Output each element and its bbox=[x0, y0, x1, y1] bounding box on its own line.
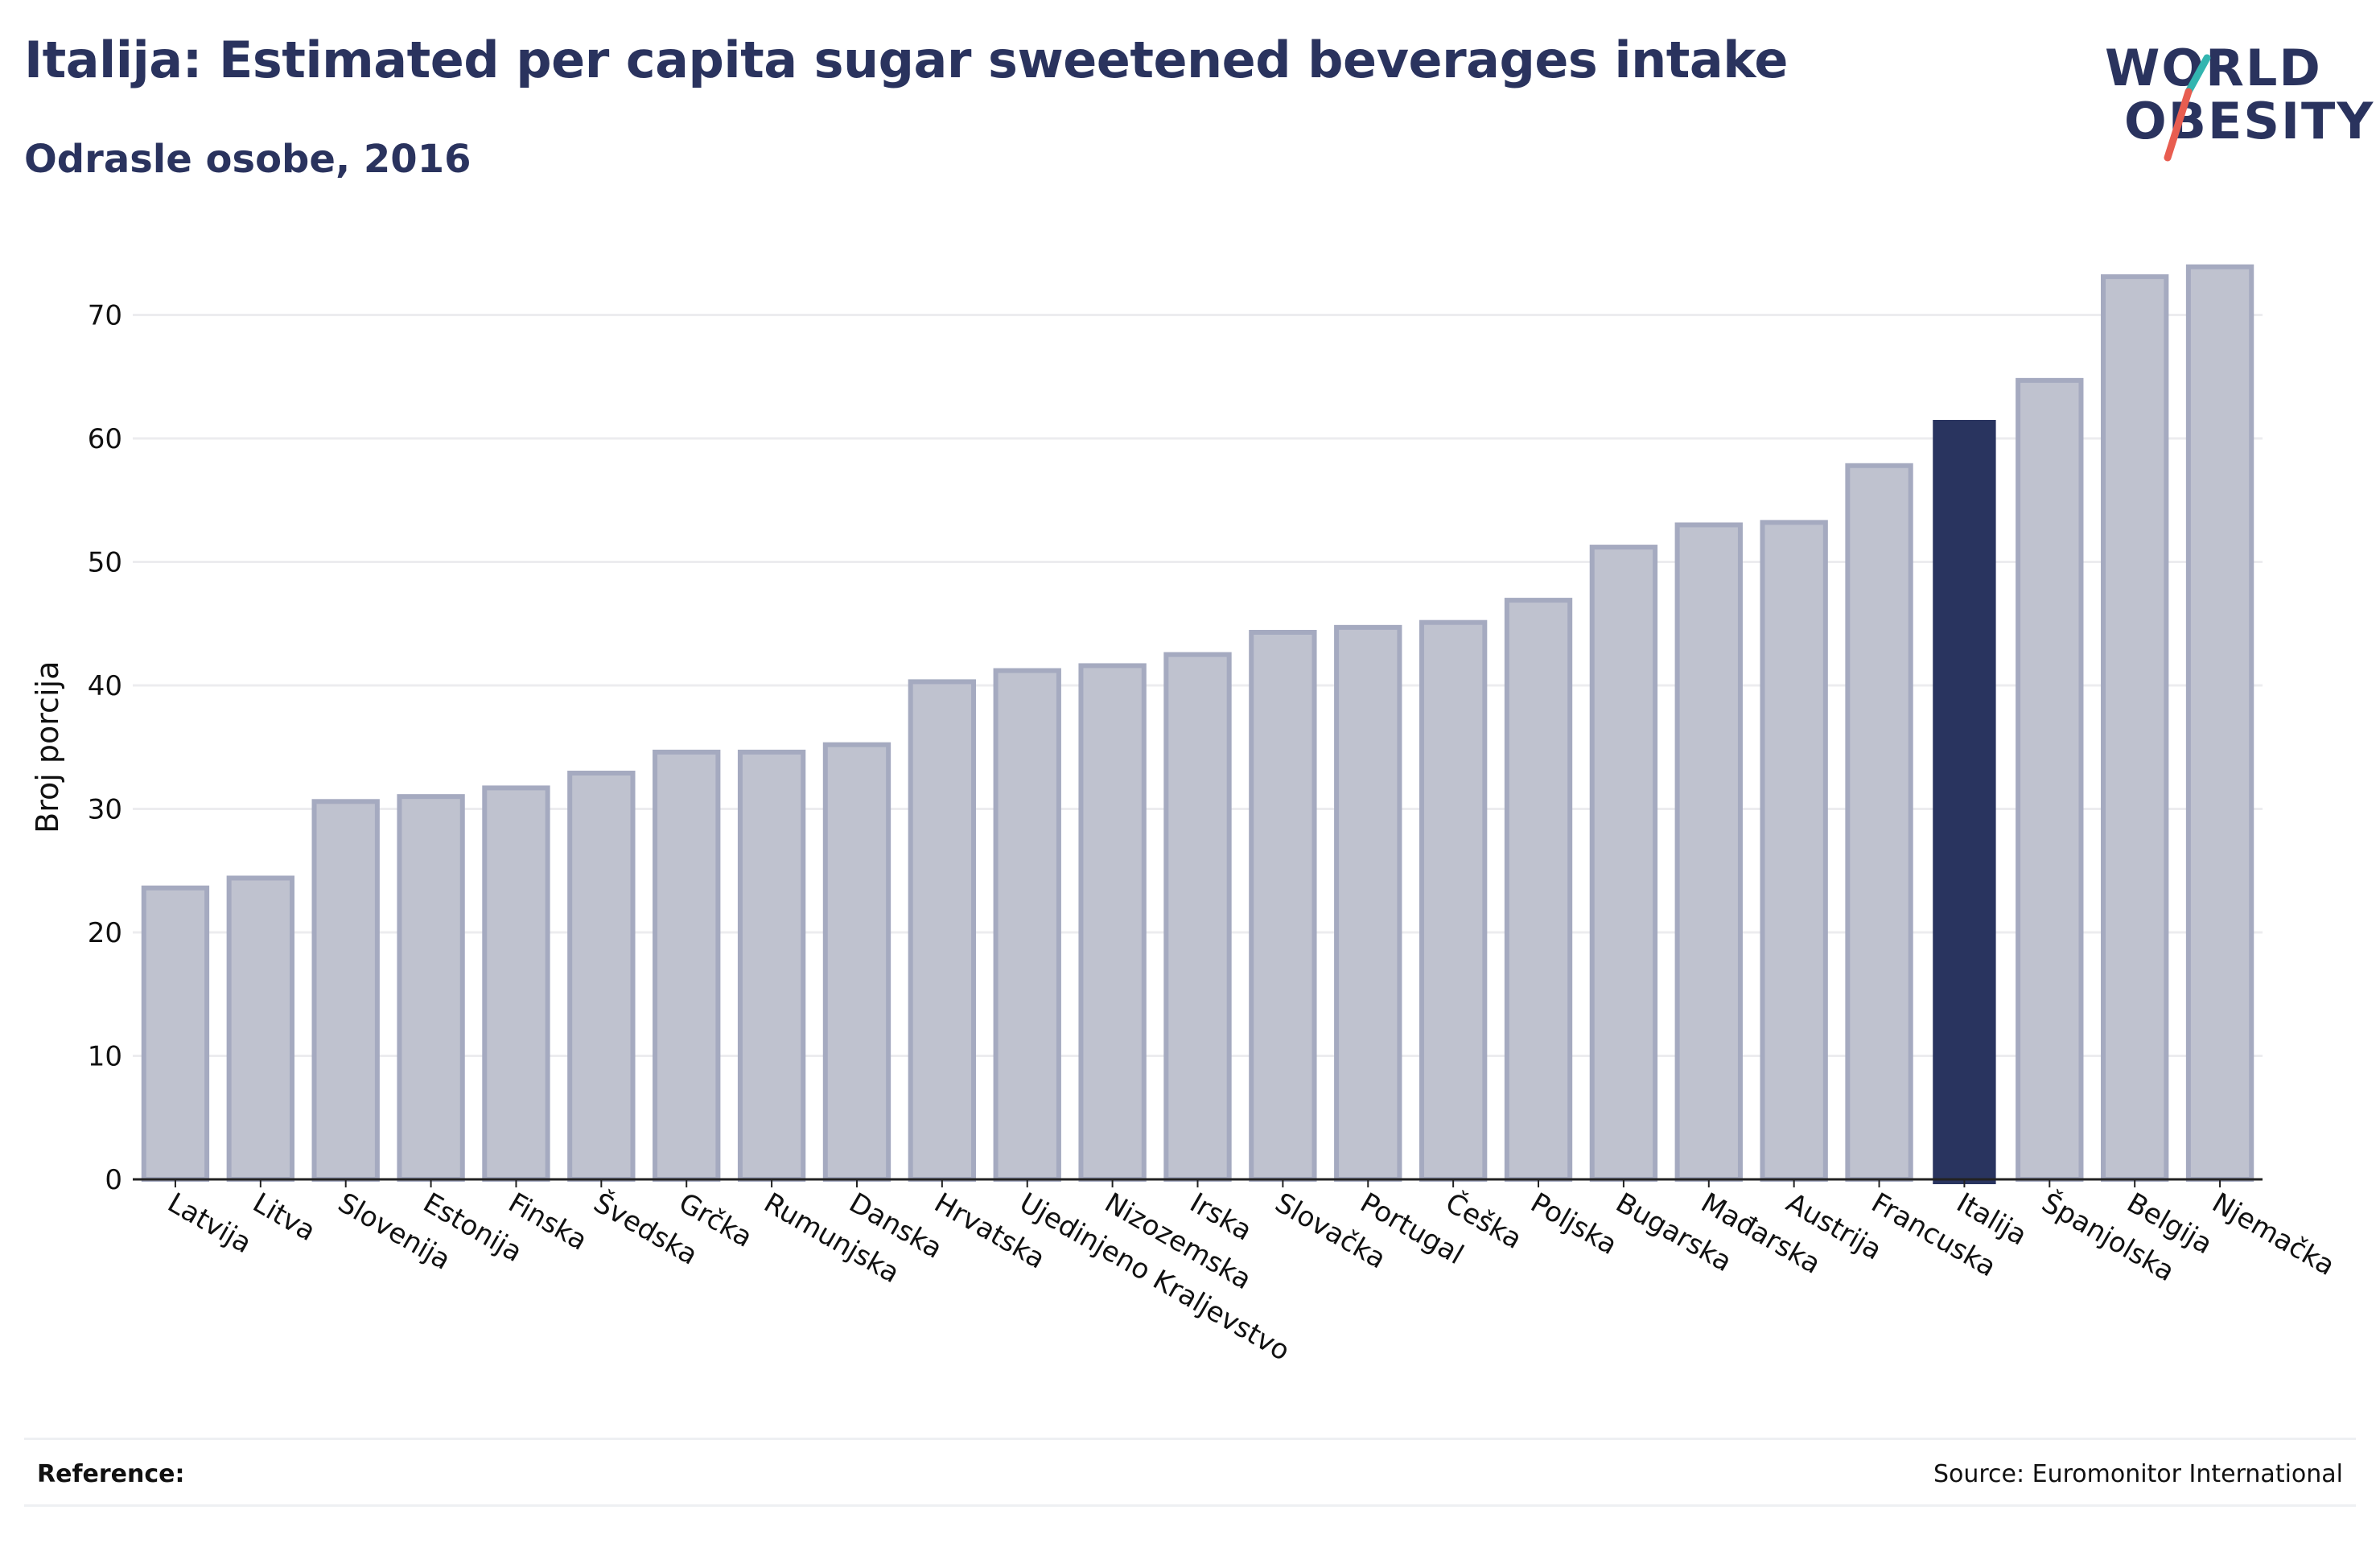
bar-latvija bbox=[141, 885, 210, 1182]
y-tick-label: 30 bbox=[88, 794, 122, 826]
bar-portugal bbox=[1334, 624, 1402, 1182]
bar-litva bbox=[226, 875, 294, 1182]
y-tick-label: 0 bbox=[105, 1164, 122, 1196]
bar-poljska bbox=[1504, 598, 1573, 1182]
bar-grčka bbox=[653, 749, 721, 1182]
bar-mađarska bbox=[1674, 522, 1743, 1182]
chart-subtitle: Odrasle osobe, 2016 bbox=[24, 137, 471, 182]
x-tick-label: Litva bbox=[247, 1187, 321, 1248]
reference-label: Reference: bbox=[37, 1460, 185, 1488]
bar-bugarska bbox=[1589, 545, 1658, 1182]
y-axis-ticks: 0 10 20 30 40 50 60 70 bbox=[88, 300, 122, 1197]
world-obesity-logo: WORLD OBESITY bbox=[2100, 32, 2373, 177]
footer-top-rule bbox=[24, 1438, 2356, 1440]
x-tick-label: Poljska bbox=[1526, 1187, 1623, 1261]
footer-bottom-rule bbox=[24, 1504, 2356, 1507]
y-tick-label: 70 bbox=[88, 300, 122, 332]
bar-češka bbox=[1419, 619, 1488, 1182]
bar-nizozemska bbox=[1078, 663, 1147, 1182]
y-tick-label: 20 bbox=[88, 917, 122, 949]
y-tick-label: 40 bbox=[88, 670, 122, 702]
x-tick-label: Latvija bbox=[162, 1187, 257, 1260]
bar-njemačka bbox=[2185, 264, 2254, 1182]
logo-text-line2: OBESITY bbox=[2124, 92, 2375, 150]
bar-austrija bbox=[1760, 520, 1828, 1182]
logo-text-line1: WORLD bbox=[2105, 39, 2322, 97]
bar-španjolska bbox=[2016, 377, 2084, 1183]
bar-rumunjska bbox=[737, 749, 806, 1182]
source-note: Source: Euromonitor International bbox=[1933, 1460, 2343, 1488]
y-tick-label: 50 bbox=[88, 547, 122, 579]
x-tick-label: Njemačka bbox=[2207, 1187, 2341, 1282]
logo-slash-icon bbox=[2164, 54, 2211, 162]
bar-belgija bbox=[2101, 274, 2169, 1182]
chart-title: Italija: Estimated per capita sugar swee… bbox=[24, 31, 1788, 89]
bar-irska bbox=[1163, 652, 1232, 1182]
bar-italija bbox=[1933, 419, 1996, 1184]
bars bbox=[141, 264, 2254, 1184]
bar-ujedinjeno-kraljevstvo bbox=[993, 668, 1061, 1182]
y-tick-label: 10 bbox=[88, 1041, 122, 1073]
bar-danska bbox=[822, 742, 891, 1182]
bar-slovenija bbox=[311, 799, 380, 1182]
bar-švedska bbox=[567, 770, 636, 1182]
y-axis-label: Broj porcija bbox=[30, 661, 65, 833]
y-tick-label: 60 bbox=[88, 423, 122, 455]
bar-estonija bbox=[397, 794, 465, 1183]
bar-francuska bbox=[1845, 463, 1913, 1182]
bar-hrvatska bbox=[908, 679, 977, 1182]
bar-finska bbox=[482, 785, 550, 1183]
bar-slovačka bbox=[1249, 629, 1317, 1182]
